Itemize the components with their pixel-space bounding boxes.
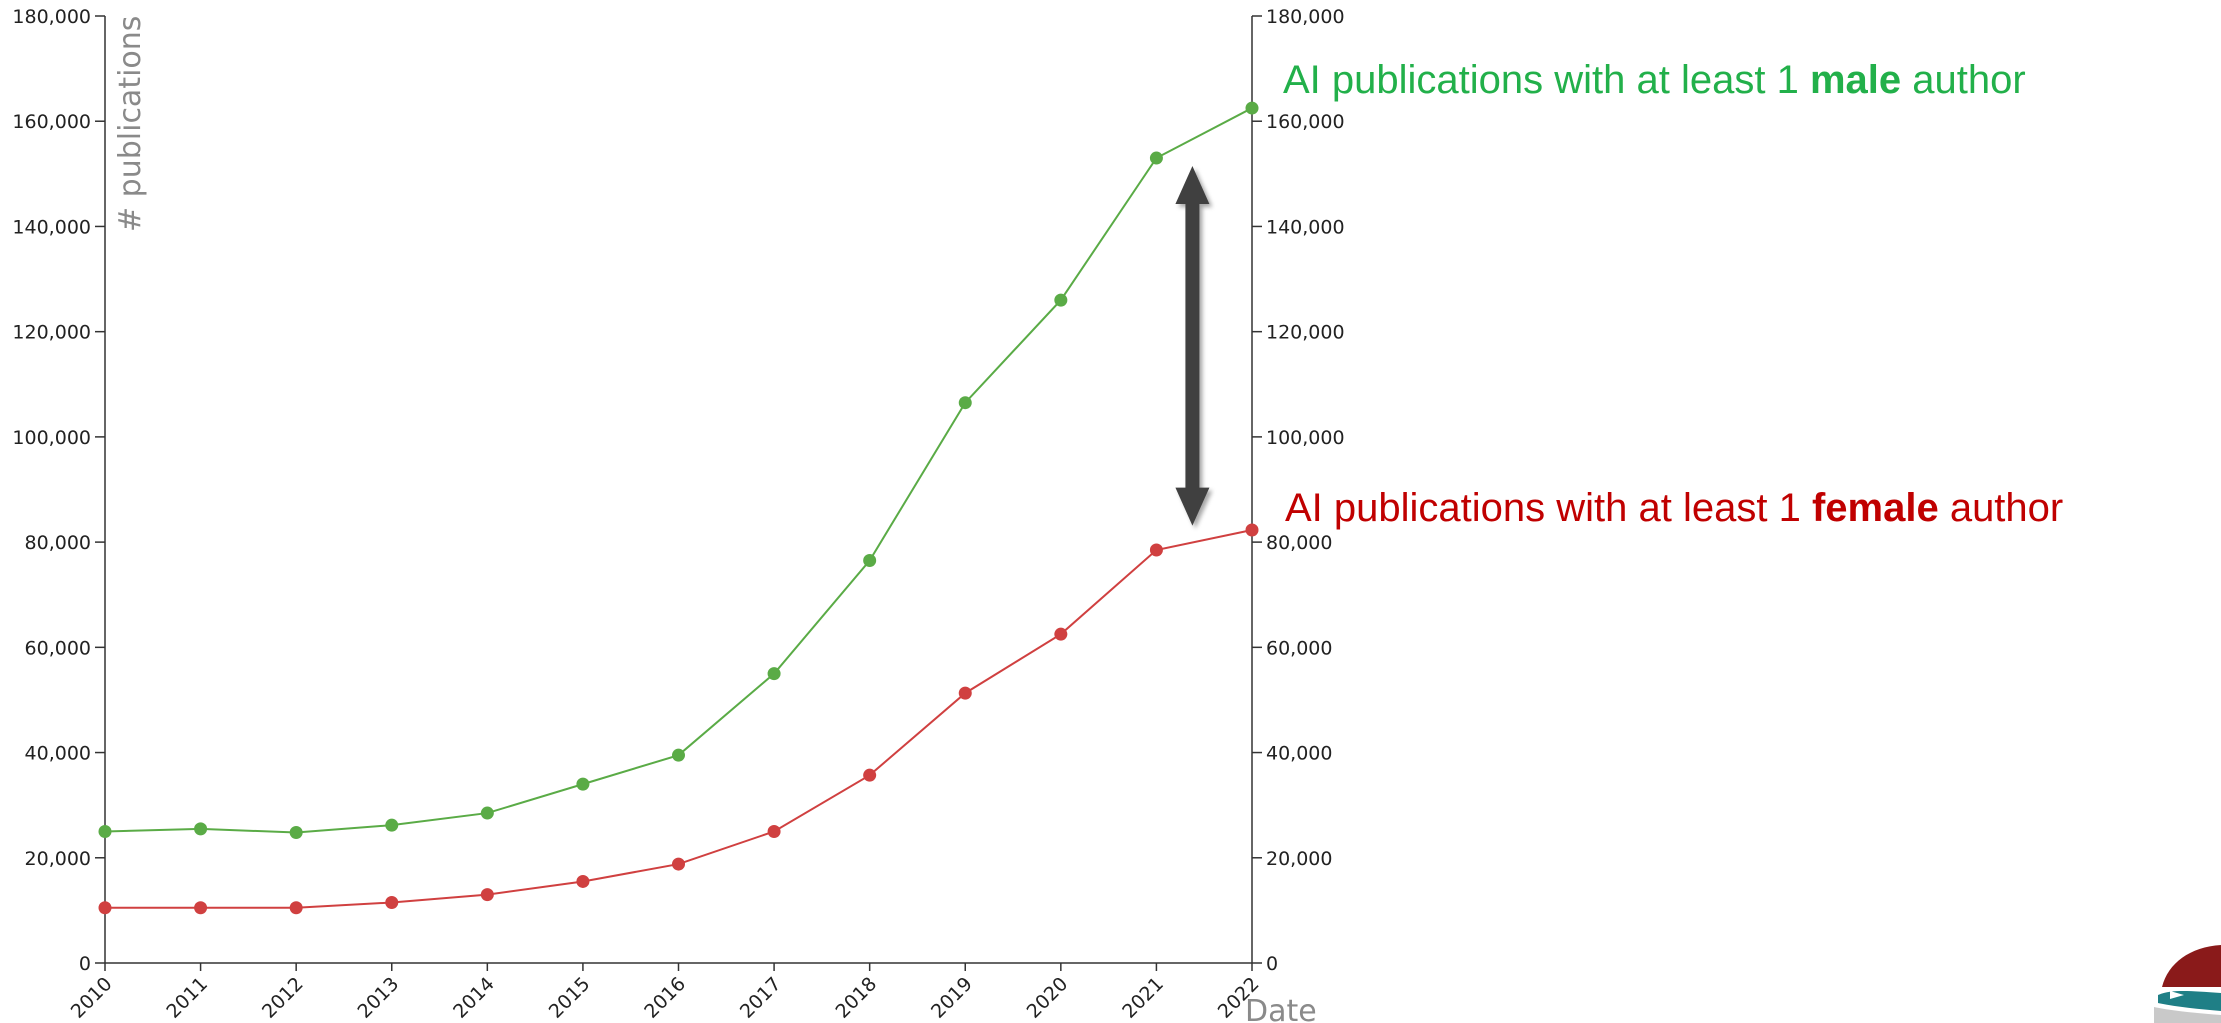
y-tick-label-right: 100,000 bbox=[1266, 427, 1345, 449]
y-tick-label-left: 160,000 bbox=[12, 111, 91, 133]
series-1-point bbox=[194, 822, 208, 836]
series-1-point bbox=[1149, 151, 1163, 165]
series-1-point bbox=[480, 806, 494, 820]
y-tick-label-left: 0 bbox=[79, 953, 91, 975]
double-arrow-icon bbox=[1175, 166, 1210, 526]
y-tick-label-left: 60,000 bbox=[25, 637, 91, 659]
y-tick-label-left: 120,000 bbox=[12, 322, 91, 344]
series-2-point bbox=[767, 824, 781, 838]
annotation-female-suffix: author bbox=[1938, 486, 2064, 530]
series-2-point bbox=[958, 686, 972, 700]
y-tick-label-left: 100,000 bbox=[12, 427, 91, 449]
series-1-line bbox=[104, 107, 1253, 834]
x-tick-label: 2014 bbox=[449, 973, 499, 1023]
series-1-point bbox=[289, 826, 303, 840]
x-tick-label: 2019 bbox=[927, 973, 977, 1023]
annotation-female-authors: AI publications with at least 1 female a… bbox=[1285, 486, 2063, 531]
series-group bbox=[98, 101, 1259, 915]
series-1-point bbox=[1245, 101, 1259, 115]
series-2-point bbox=[1054, 627, 1068, 641]
y-tick-label-left: 80,000 bbox=[25, 532, 91, 554]
series-2-point bbox=[672, 857, 685, 871]
institution-logo-icon bbox=[2154, 945, 2221, 1023]
y-tick-label-right: 80,000 bbox=[1266, 532, 1332, 554]
y-tick-label-left: 40,000 bbox=[25, 743, 91, 765]
y-tick-label-right: 60,000 bbox=[1266, 637, 1332, 659]
series-2-point bbox=[480, 888, 494, 902]
y-tick-label-right: 120,000 bbox=[1266, 322, 1345, 344]
y-tick-label-right: 180,000 bbox=[1266, 6, 1345, 28]
series-2-point bbox=[1245, 523, 1259, 537]
series-2-point bbox=[194, 901, 208, 915]
annotation-male-authors: AI publications with at least 1 male aut… bbox=[1283, 58, 2026, 103]
x-tick-label: 2016 bbox=[640, 973, 690, 1023]
series-1-point bbox=[576, 777, 590, 791]
x-tick-label: 2011 bbox=[162, 973, 212, 1023]
annotation-male-suffix: author bbox=[1901, 58, 2026, 102]
series-2-point bbox=[1149, 543, 1163, 557]
annotation-male-bold: male bbox=[1809, 58, 1902, 102]
series-1-point bbox=[98, 824, 112, 838]
annotation-male-prefix: AI publications with at least 1 bbox=[1283, 58, 1810, 102]
x-tick-label: 2021 bbox=[1118, 973, 1168, 1023]
x-tick-label: 2018 bbox=[831, 973, 881, 1023]
x-axis-title: Date bbox=[1245, 994, 1317, 1023]
annotation-female-bold: female bbox=[1811, 486, 1939, 530]
y-tick-label-left: 140,000 bbox=[12, 216, 91, 238]
x-tick-label: 2017 bbox=[736, 973, 786, 1023]
series-1-point bbox=[385, 818, 399, 832]
annotation-female-prefix: AI publications with at least 1 bbox=[1285, 486, 1812, 530]
series-2-point bbox=[576, 874, 590, 888]
series-2-point bbox=[385, 895, 399, 909]
series-1-point bbox=[672, 748, 685, 762]
gap-arrow bbox=[1175, 166, 1210, 526]
y-tick-label-right: 40,000 bbox=[1266, 743, 1332, 765]
y-tick-label-right: 0 bbox=[1266, 953, 1278, 975]
y-tick-label-right: 160,000 bbox=[1266, 111, 1345, 133]
x-tick-label: 2015 bbox=[545, 973, 595, 1023]
y-axis-title: # publications bbox=[113, 16, 148, 232]
y-tick-label-left: 20,000 bbox=[25, 848, 91, 870]
series-1-point bbox=[863, 554, 877, 568]
y-tick-label-left: 180,000 bbox=[12, 6, 91, 28]
x-tick-label: 2013 bbox=[354, 973, 404, 1023]
series-2-point bbox=[98, 901, 112, 915]
x-tick-label: 2020 bbox=[1023, 973, 1073, 1023]
series-1-point bbox=[1054, 293, 1068, 307]
x-tick-label: 2010 bbox=[67, 973, 117, 1023]
x-tick-label: 2012 bbox=[258, 973, 308, 1023]
series-2-line bbox=[105, 529, 1253, 909]
series-1-point bbox=[958, 396, 972, 410]
y-tick-label-right: 20,000 bbox=[1266, 848, 1332, 870]
series-2-point bbox=[289, 901, 303, 915]
y-tick-label-right: 140,000 bbox=[1266, 216, 1345, 238]
series-1-point bbox=[767, 667, 781, 681]
series-2-point bbox=[863, 768, 877, 782]
